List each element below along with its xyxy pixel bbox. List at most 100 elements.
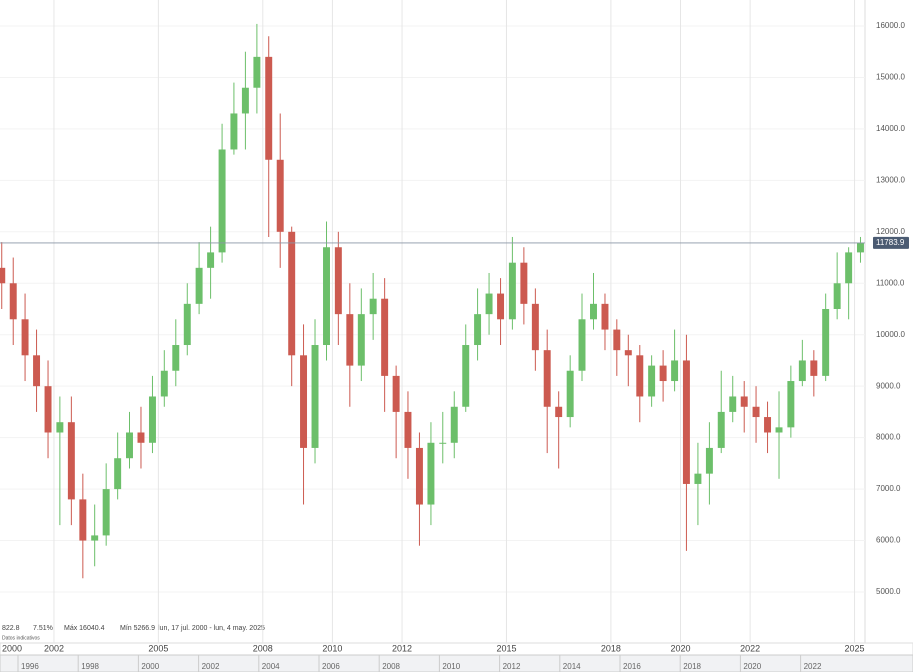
candle-body (381, 298, 389, 376)
candle-body (160, 370, 168, 397)
candle-body (311, 345, 319, 448)
x-tick-label: 2022 (740, 643, 760, 653)
candle-body (439, 442, 447, 444)
y-tick-label: 9000.0 (876, 381, 901, 390)
candle-body (253, 56, 261, 88)
stat-min: Mín 5266.9 (120, 625, 155, 632)
x-tick-label: 2020 (670, 643, 690, 653)
y-tick-label: 7000.0 (876, 484, 901, 493)
candle-body (590, 303, 597, 320)
candle-body (427, 442, 435, 505)
navigator-label: 2008 (382, 662, 400, 671)
x-tick-label: 2002 (44, 643, 64, 653)
candle-body (636, 355, 644, 397)
candle-body (207, 252, 215, 268)
navigator-label: 1996 (21, 662, 39, 671)
stat-max: Máx 16040.4 (64, 625, 105, 632)
navigator-label: 2010 (442, 662, 460, 671)
candle-body (450, 406, 458, 443)
candle-body (705, 447, 713, 474)
stat-range: lun, 17 jul. 2000 - lun, 4 may. 2025 (158, 625, 265, 632)
navigator-label: 2012 (503, 662, 521, 671)
y-tick-label: 10000.0 (876, 330, 905, 339)
candle-body (21, 319, 29, 356)
candle-body (462, 345, 470, 407)
x-tick-label: 2012 (392, 643, 412, 653)
candle-body (44, 386, 52, 433)
stat-change: 822.8 (2, 625, 20, 632)
candle-body (195, 267, 203, 304)
candle-body (369, 298, 377, 315)
candle-body (856, 242, 864, 253)
candle-body (357, 314, 365, 366)
candle-body (810, 360, 818, 376)
navigator-label: 1998 (81, 662, 99, 671)
candle-body (613, 329, 621, 351)
navigator[interactable] (0, 654, 913, 672)
last-price-box (873, 236, 909, 249)
candle-body (172, 345, 180, 371)
candle-body (833, 283, 841, 309)
note: Datos indicativos (2, 635, 40, 641)
x-tick-label: 2025 (845, 643, 865, 653)
navigator-label: 2016 (623, 662, 641, 671)
candle-body (276, 159, 284, 232)
candle-body (126, 432, 133, 459)
y-tick-label: 14000.0 (876, 124, 905, 133)
y-tick-label: 15000.0 (876, 73, 905, 82)
x-tick-label: 2005 (148, 643, 168, 653)
x-tick-label: 2018 (601, 643, 621, 653)
navigator-label: 2018 (683, 662, 701, 671)
candle-body (241, 87, 249, 114)
candle-body (543, 350, 551, 407)
navigator-label: 2004 (262, 662, 280, 671)
candle-body (265, 56, 273, 160)
candle-body (33, 355, 41, 387)
candle-body (555, 406, 563, 418)
candle-body (56, 422, 64, 433)
candle-body (67, 422, 75, 500)
x-tick-label: 2015 (496, 643, 516, 653)
navigator-label: 2022 (804, 662, 822, 671)
y-tick-label: 6000.0 (876, 536, 901, 545)
candle-body (520, 262, 528, 304)
candle-body (485, 293, 493, 315)
candle-body (798, 360, 806, 382)
candle-body (648, 365, 656, 397)
candle-body (392, 375, 400, 412)
candle-body (694, 473, 702, 484)
candle-body (822, 308, 830, 376)
candle-body (334, 247, 342, 315)
candle-body (729, 396, 737, 412)
candle-body (346, 314, 354, 366)
candle-body (845, 252, 853, 284)
candle-body (404, 411, 412, 448)
candle-body (183, 303, 191, 346)
candle-body (717, 411, 725, 448)
y-tick-label: 5000.0 (876, 587, 901, 596)
candle-body (682, 360, 690, 484)
navigator-label: 2002 (202, 662, 220, 671)
navigator-label: 2020 (743, 662, 761, 671)
candle-body (114, 458, 122, 490)
candle-body (752, 406, 760, 418)
candle-body (775, 427, 783, 433)
candle-body (659, 365, 667, 382)
candle-body (671, 360, 679, 382)
candle-body (497, 293, 505, 320)
candle-body (230, 113, 238, 150)
stat-change-pct: 7.51% (33, 625, 53, 632)
candle-body (137, 432, 145, 443)
candle-body (102, 489, 110, 536)
x-tick-label: 2010 (322, 643, 342, 653)
candle-body (79, 499, 87, 541)
y-tick-label: 13000.0 (876, 175, 905, 184)
candle-body (218, 149, 226, 253)
candle-body (9, 283, 17, 320)
y-tick-label: 11000.0 (876, 278, 905, 287)
x-tick-label: 2008 (253, 643, 273, 653)
candle-body (91, 535, 99, 541)
candle-body (288, 231, 296, 356)
candle-body (601, 303, 609, 330)
